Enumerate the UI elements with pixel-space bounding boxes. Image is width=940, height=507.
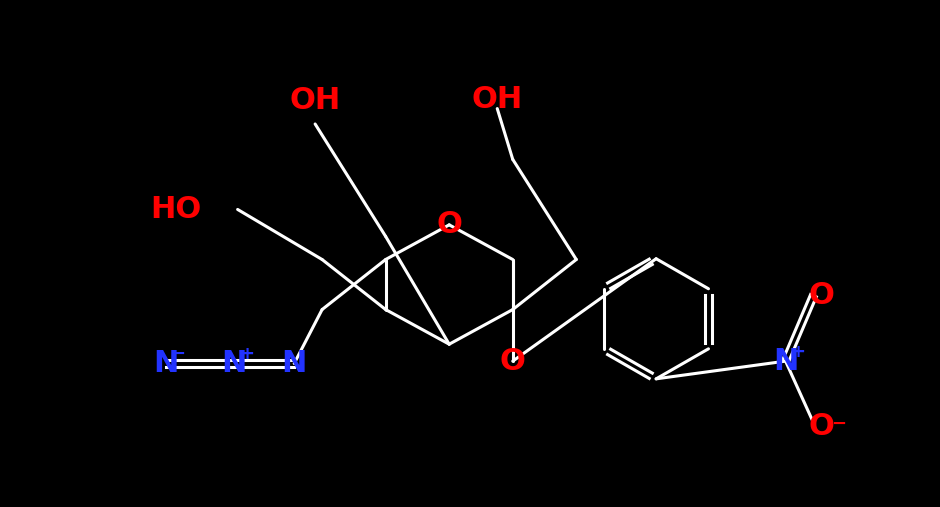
Text: O: O <box>808 281 834 310</box>
Text: HO: HO <box>150 195 201 224</box>
Text: O: O <box>500 347 525 376</box>
Text: OH: OH <box>472 85 523 114</box>
Text: N: N <box>773 347 798 376</box>
Text: N: N <box>153 349 179 378</box>
Text: +: + <box>791 343 806 361</box>
Text: N: N <box>281 349 306 378</box>
Text: −: − <box>831 415 846 433</box>
Text: O: O <box>808 412 834 441</box>
Text: OH: OH <box>290 86 340 116</box>
Text: +: + <box>239 345 254 363</box>
Text: −: − <box>170 345 185 363</box>
Text: O: O <box>436 210 462 239</box>
Text: N: N <box>221 349 246 378</box>
